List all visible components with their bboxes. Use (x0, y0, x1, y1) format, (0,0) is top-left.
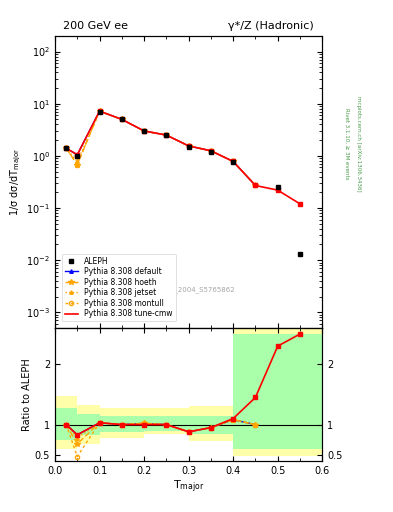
Y-axis label: Ratio to ALEPH: Ratio to ALEPH (22, 358, 32, 431)
Text: Rivet 3.1.10, ≥ 3M events: Rivet 3.1.10, ≥ 3M events (344, 108, 349, 179)
Legend: ALEPH, Pythia 8.308 default, Pythia 8.308 hoeth, Pythia 8.308 jetset, Pythia 8.3: ALEPH, Pythia 8.308 default, Pythia 8.30… (62, 253, 176, 321)
Text: 200 GeV ee: 200 GeV ee (63, 22, 128, 31)
Text: ALEPH_2004_S5765862: ALEPH_2004_S5765862 (152, 287, 235, 293)
X-axis label: T$_{\mathrm{major}}$: T$_{\mathrm{major}}$ (173, 478, 204, 495)
Text: γ*/Z (Hadronic): γ*/Z (Hadronic) (228, 22, 314, 31)
Text: mcplots.cern.ch [arXiv:1306.3436]: mcplots.cern.ch [arXiv:1306.3436] (356, 96, 361, 191)
Y-axis label: 1/σ dσ/dT$_{\mathrm{major}}$: 1/σ dσ/dT$_{\mathrm{major}}$ (9, 148, 24, 216)
